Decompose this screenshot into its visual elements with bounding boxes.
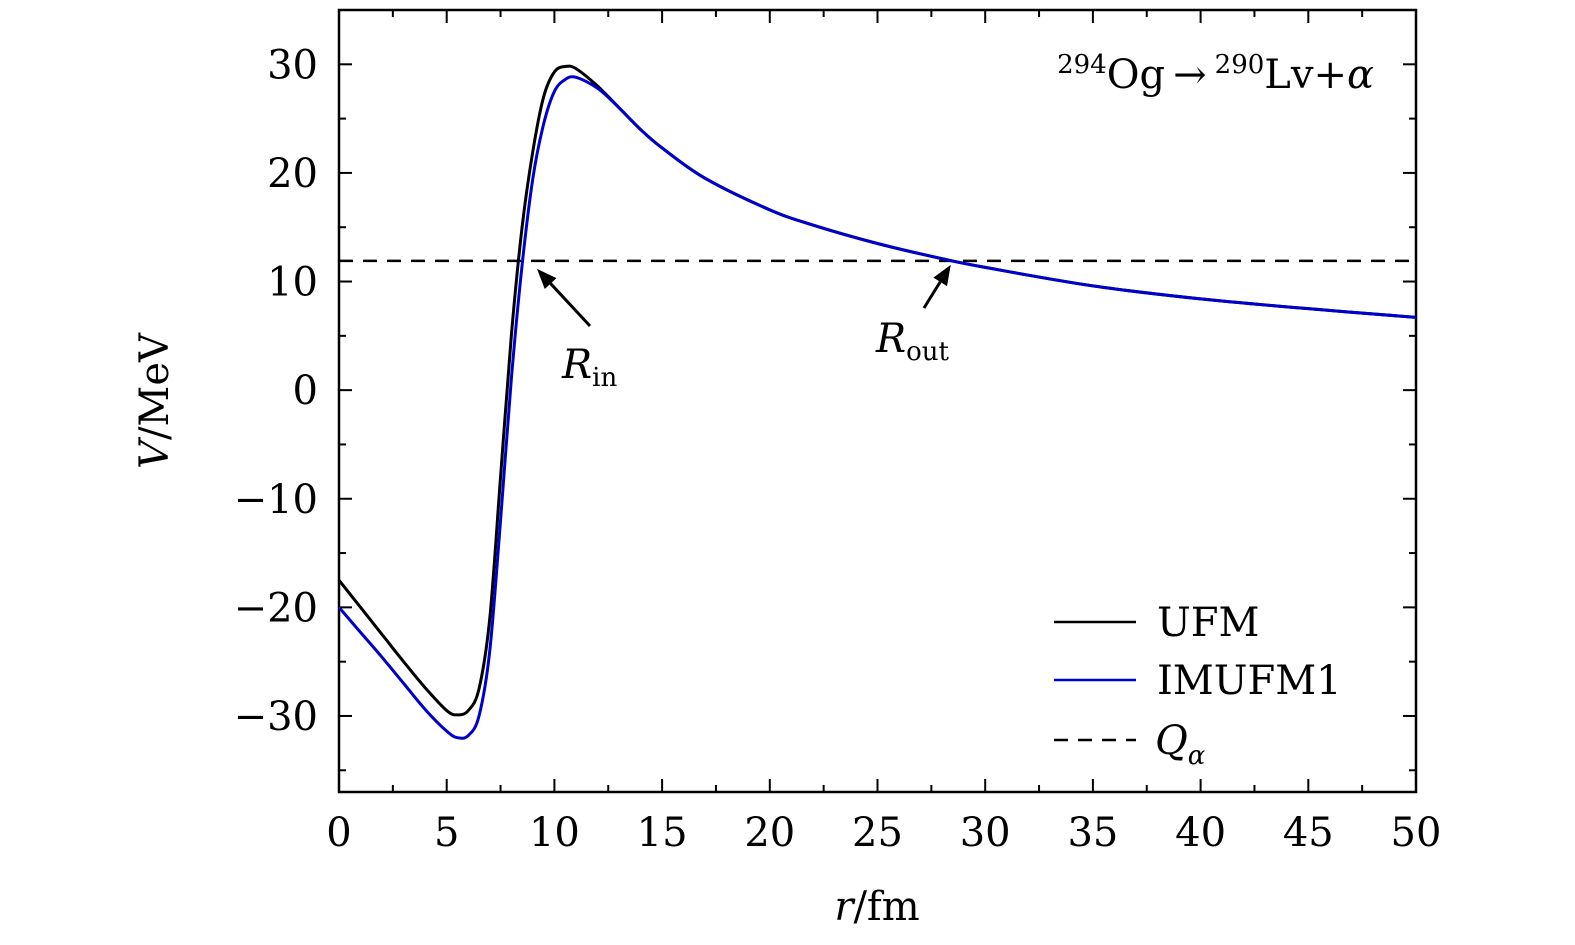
r-in-label: Rin: [561, 342, 617, 393]
legend-q-symbol: Q: [1155, 718, 1188, 764]
r-out-arrow-head: [933, 264, 951, 287]
x-axis-symbol: r: [834, 884, 856, 930]
daughter-symbol: Lv: [1264, 52, 1314, 98]
r-in-arrow-shaft: [549, 282, 592, 328]
y-axis-unit: /MeV: [132, 332, 178, 440]
markers-layer: Rin Rout: [537, 264, 951, 393]
y-tick-label: −10: [234, 477, 318, 523]
reaction-annotation: 294Og → 290Lv+α: [1057, 50, 1374, 98]
x-tick-label: 10: [529, 810, 580, 856]
r-in-arrow-head: [537, 268, 557, 289]
legend-label-ufm: UFM: [1157, 600, 1259, 646]
y-axis-label: V/MeV: [132, 332, 178, 469]
alpha-symbol: α: [1347, 52, 1374, 98]
y-tick-label: −30: [234, 694, 318, 740]
legend-q-sub: α: [1188, 741, 1206, 771]
y-tick-label: 20: [267, 151, 318, 197]
x-axis-label: r/fm: [834, 884, 919, 930]
x-tick-label: 35: [1067, 810, 1118, 856]
parent-symbol: Og: [1107, 52, 1165, 98]
legend-label-imufm1: IMUFM1: [1157, 658, 1342, 704]
legend: UFM IMUFM1 Qα: [1054, 600, 1342, 771]
x-tick-label: 40: [1175, 810, 1226, 856]
series-line-imufm1: [339, 75, 1416, 740]
x-tick-label: 45: [1283, 810, 1334, 856]
x-tick-label: 30: [960, 810, 1011, 856]
daughter-mass: 290: [1215, 50, 1265, 80]
x-tick-label: 25: [852, 810, 903, 856]
r-out-label: Rout: [875, 316, 950, 367]
x-tick-label: 20: [744, 810, 795, 856]
plus-sign: +: [1313, 52, 1347, 98]
legend-label-q-alpha: Qα: [1155, 718, 1206, 771]
ticks: 0 5 10 15 20 25 30 35 40 45 50 −30 −20 −10 0 10 20 30: [234, 9, 1442, 856]
x-tick-label: 50: [1391, 810, 1442, 856]
x-axis-unit: /fm: [853, 884, 919, 930]
reaction-arrow: →: [1173, 52, 1207, 98]
x-tick-label: 15: [637, 810, 688, 856]
r-out-arrow-shaft: [922, 281, 942, 309]
series-layer: [339, 64, 1416, 740]
y-tick-label: 30: [267, 42, 318, 88]
y-axis-symbol: V: [132, 436, 178, 469]
y-tick-label: −20: [234, 585, 318, 631]
parent-mass: 294: [1057, 50, 1107, 80]
x-tick-label: 0: [326, 810, 351, 856]
x-tick-label: 5: [434, 810, 459, 856]
y-tick-label: 10: [267, 260, 318, 306]
y-tick-label: 0: [293, 368, 318, 414]
